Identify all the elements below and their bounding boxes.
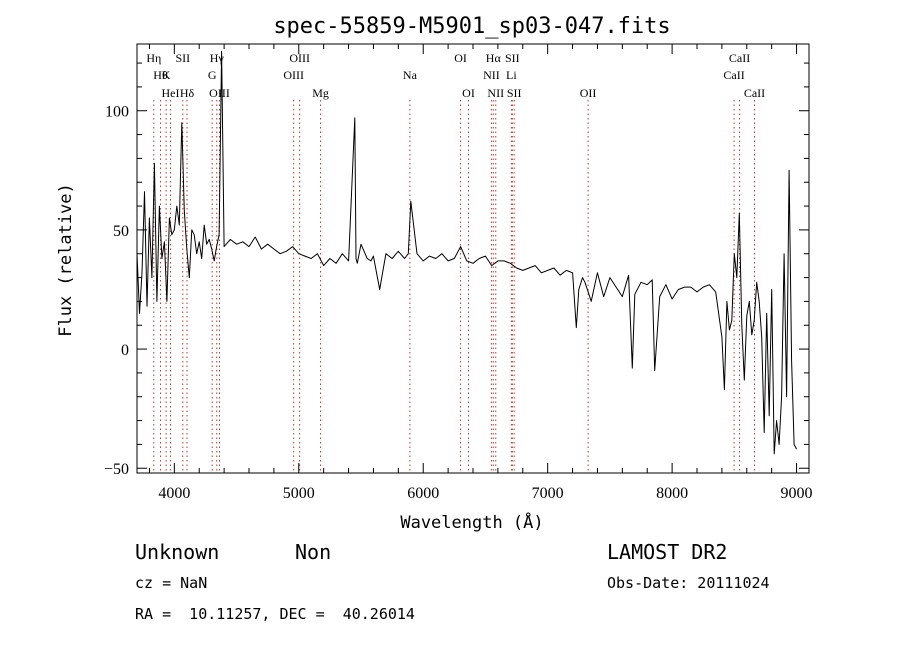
x-axis-label: Wavelength (Å) (400, 511, 543, 533)
line-marker-label: Mg (312, 86, 329, 100)
emission-line-markers: Hη HθK HeI SII Hδ G Hγ OIII OIII OIII Mg Na OI OI NII H… (146, 51, 765, 473)
x-tick-label: 4000 (158, 485, 190, 502)
line-marker-label: HeI (161, 86, 179, 100)
y-tick-label: 100 (105, 104, 129, 121)
x-axis-ticks: 4000 5000 6000 7000 8000 9000 (148, 44, 813, 502)
line-marker-label: Hγ (210, 51, 225, 65)
line-marker-label: OI (462, 86, 475, 100)
line-marker-label: OIII (283, 68, 304, 82)
line-marker-label: Na (403, 68, 418, 82)
line-marker-label: Hα (486, 51, 502, 65)
line-marker-label: NII (487, 86, 504, 100)
y-tick-label: 0 (121, 342, 129, 359)
line-marker-label: OIII (289, 51, 310, 65)
object-subclass: Non (295, 540, 332, 564)
chart-title: spec-55859-M5901_sp03-047.fits (273, 14, 670, 39)
line-marker-label: Li (506, 68, 517, 82)
line-marker-label: CaII (744, 86, 765, 100)
observation-date: Obs-Date: 20111024 (607, 574, 770, 592)
x-tick-label: 6000 (407, 485, 439, 502)
y-axis-label: Flux (relative) (56, 183, 76, 337)
x-tick-label: 8000 (656, 485, 688, 502)
line-marker-label: Hη (146, 51, 161, 65)
y-tick-label: 50 (113, 223, 129, 240)
x-tick-label: 5000 (283, 485, 315, 502)
line-marker-label: Hθ (153, 68, 168, 82)
line-marker-label: Hδ (180, 86, 195, 100)
plot-frame (136, 43, 810, 474)
flux-series (136, 50, 798, 455)
flux-line (136, 50, 798, 455)
redshift-readout: cz = NaN (135, 574, 208, 592)
line-marker-label: CaII (729, 51, 750, 65)
y-axis-ticks: −50 0 50 100 (104, 62, 809, 478)
line-marker-label: K (162, 68, 171, 82)
line-marker-label: OII (580, 86, 597, 100)
line-marker-label: NII (483, 68, 500, 82)
object-class: Unknown (135, 540, 220, 564)
spectrum-chart: spec-55859-M5901_sp03-047.fits Hη HθK HeI S… (56, 14, 813, 533)
x-tick-label: 7000 (532, 485, 564, 502)
x-tick-label: 9000 (781, 485, 813, 502)
line-marker-label: G (208, 68, 217, 82)
coordinates-readout: RA = 10.11257, DEC = 40.26014 (135, 605, 415, 623)
line-marker-label: OI (454, 51, 467, 65)
line-marker-label: CaII (723, 68, 744, 82)
line-marker-label: SII (505, 51, 520, 65)
line-marker-label: SII (175, 51, 190, 65)
survey-name: LAMOST DR2 (607, 540, 728, 564)
line-marker-label: OIII (209, 86, 230, 100)
y-tick-label: −50 (104, 461, 129, 478)
line-marker-label: SII (507, 86, 522, 100)
